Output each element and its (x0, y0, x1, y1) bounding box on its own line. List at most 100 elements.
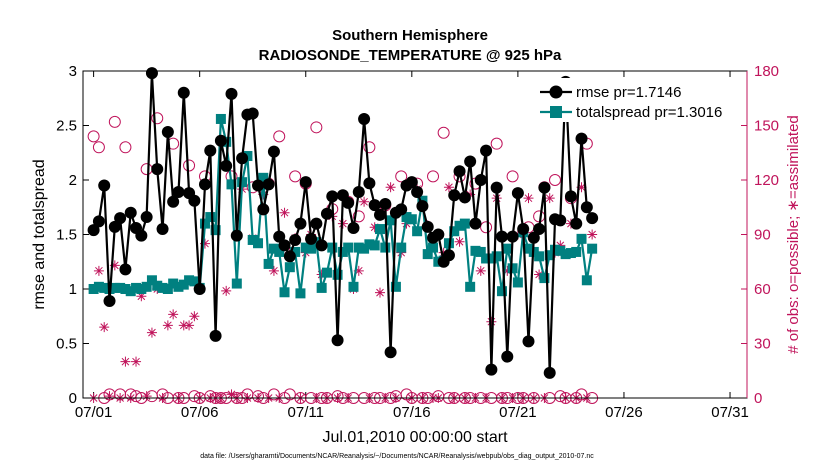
assimilated-obs-point (353, 265, 364, 276)
y-right-tick-label: 30 (754, 336, 771, 353)
totalspread-point (534, 251, 545, 262)
totalspread-point (385, 215, 396, 226)
totalspread-point (390, 281, 401, 292)
totalspread-point (422, 249, 433, 260)
x-tick-label: 07/21 (499, 404, 537, 421)
rmse-point (140, 211, 153, 224)
possible-obs-point (151, 112, 164, 125)
assimilated-obs-point (178, 320, 189, 331)
possible-obs-point (283, 388, 296, 401)
rmse-point (214, 134, 227, 147)
rmse-point (310, 217, 323, 230)
rmse-point (204, 144, 217, 157)
totalspread-point (210, 225, 221, 236)
rmse-point (161, 126, 174, 139)
assimilated-obs-point (120, 356, 131, 367)
possible-obs-point (310, 121, 323, 134)
x-tick-label: 07/11 (288, 404, 324, 421)
totalspread-point (449, 226, 460, 237)
y-tick-label: 1.5 (56, 227, 77, 244)
y-tick-label: 2.5 (56, 118, 77, 135)
assimilated-obs-point (131, 356, 142, 367)
assimilated-obs-point (587, 229, 598, 240)
totalspread-point (560, 249, 571, 260)
totalspread-point (337, 246, 348, 257)
totalspread-point (157, 282, 168, 293)
totalspread-point (88, 284, 99, 294)
rmse-point (108, 220, 121, 233)
assimilated-obs-point (104, 391, 115, 402)
y-tick-label: 0.5 (56, 336, 77, 353)
rmse-point (411, 185, 424, 198)
assimilated-obs-point (93, 265, 104, 276)
rmse-point (543, 366, 556, 379)
possible-obs-point (363, 141, 376, 154)
totalspread-point (428, 242, 439, 253)
totalspread-point (332, 269, 343, 280)
totalspread-point (199, 218, 210, 229)
rmse-point (87, 224, 100, 237)
data-file-footer: data file: /Users/gharamti/Documents/NCA… (200, 453, 594, 460)
rmse-point (421, 220, 434, 233)
totalspread-point (486, 253, 497, 264)
rmse-point (156, 223, 169, 236)
totalspread-point (327, 242, 338, 253)
rmse-point (480, 144, 493, 157)
rmse-point (331, 334, 344, 347)
rmse-point (167, 195, 180, 208)
rmse-point (442, 249, 455, 262)
totalspread-point (321, 267, 332, 278)
rmse-point (92, 215, 105, 228)
assimilated-obs-point (316, 269, 327, 280)
totalspread-point (93, 281, 104, 292)
totalspread-point (359, 243, 370, 254)
rmse-point (384, 346, 397, 359)
totalspread-point (587, 243, 598, 254)
totalspread-point (136, 284, 147, 294)
totalspread-point (412, 226, 423, 237)
assimilated-obs-point (374, 287, 385, 298)
rmse-point (209, 329, 222, 342)
assimilated-obs-point (486, 316, 497, 327)
rmse-point (432, 228, 445, 241)
assimilated-obs-point (401, 218, 412, 229)
totalspread-point (152, 280, 163, 291)
totalspread-point (571, 246, 582, 257)
x-tick-label: 07/31 (711, 404, 749, 421)
rmse-point (151, 163, 164, 176)
totalspread-point (374, 224, 385, 235)
totalspread-point (581, 275, 592, 286)
totalspread-point (253, 238, 264, 249)
assimilated-obs-point (99, 322, 110, 333)
totalspread-point (109, 282, 120, 293)
possible-obs-point (289, 170, 302, 183)
rmse-point (273, 230, 286, 243)
chart-title: Southern Hemisphere (332, 27, 488, 44)
rmse-point (193, 283, 206, 295)
rmse-point (225, 87, 238, 100)
y-right-tick-label: 150 (754, 118, 779, 135)
totalspread-point (481, 253, 492, 264)
totalspread-point (306, 243, 317, 254)
rmse-point (188, 194, 201, 207)
rmse-point (103, 294, 116, 307)
legend-rmse-marker (549, 85, 563, 99)
possible-obs-point (183, 159, 196, 172)
totalspread-point (576, 233, 587, 244)
totalspread-point (512, 277, 523, 288)
legend-box (532, 78, 732, 122)
totalspread-point (115, 282, 126, 293)
totalspread-point (99, 282, 110, 293)
totalspread-point (311, 237, 322, 248)
rmse-point (448, 189, 461, 202)
rmse-point (416, 200, 429, 213)
totalspread-point (189, 276, 200, 287)
rmse-point (352, 185, 365, 198)
rmse-point (299, 176, 312, 189)
y-right-tick-label: 0 (754, 390, 762, 407)
totalspread-point (247, 234, 258, 245)
possible-obs-point (119, 141, 132, 154)
totalspread-point (125, 286, 136, 297)
rmse-point (145, 67, 158, 80)
